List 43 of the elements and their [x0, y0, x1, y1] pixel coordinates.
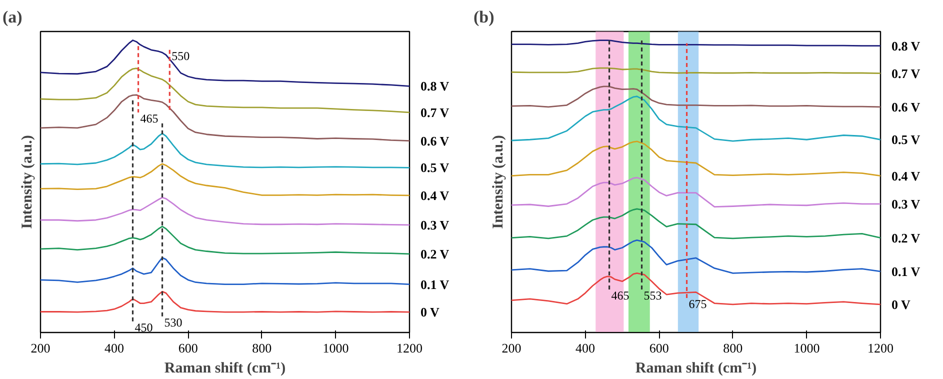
- annotation: 465: [140, 111, 158, 126]
- annotation: 675: [688, 297, 707, 312]
- x-tick-label: 200: [30, 340, 50, 356]
- series-label: 0.4 V: [892, 168, 921, 184]
- series-label: 0.2 V: [420, 246, 450, 262]
- x-tick-label: 200: [502, 340, 522, 356]
- series-label: 0.7 V: [420, 104, 450, 120]
- series-label: 0.8 V: [892, 38, 921, 54]
- y-axis-title: Intensity (a.u.): [490, 135, 506, 229]
- series-label: 0.6 V: [420, 133, 450, 148]
- x-axis-title: Raman shift (cm⁻¹): [164, 360, 286, 376]
- series-label: 0.6 V: [892, 99, 921, 114]
- annotation: 553: [644, 288, 662, 303]
- chart-title: (a): [2, 8, 22, 26]
- x-tick-label: 1000: [794, 340, 820, 356]
- series-label: 0.5 V: [420, 160, 450, 176]
- annotation: 550: [172, 48, 190, 63]
- series-label: 0.2 V: [892, 230, 921, 246]
- x-tick-label: 1000: [322, 340, 349, 356]
- chart-title: (b): [474, 8, 494, 26]
- annotation: 450: [134, 320, 153, 334]
- series-label: 0.3 V: [892, 196, 921, 212]
- y-axis-title: Intensity (a.u.): [20, 135, 36, 229]
- x-tick-label: 1200: [396, 340, 422, 356]
- x-tick-label: 1200: [868, 340, 894, 356]
- x-tick-label: 600: [178, 340, 198, 356]
- x-tick-label: 800: [723, 340, 743, 356]
- series-label: 0.7 V: [892, 66, 921, 81]
- x-tick-label: 600: [649, 340, 669, 356]
- series-label: 0.4 V: [420, 188, 450, 203]
- series-label: 0.1 V: [420, 276, 450, 292]
- annotation: 465: [611, 288, 630, 303]
- x-tick-label: 400: [104, 340, 124, 356]
- x-tick-label: 800: [252, 340, 272, 356]
- series-label: 0.1 V: [892, 264, 921, 279]
- annotation: 530: [164, 315, 182, 330]
- x-tick-label: 400: [576, 340, 596, 356]
- series-label: 0 V: [420, 304, 440, 320]
- series-label: 0.5 V: [892, 132, 921, 148]
- x-axis-title: Raman shift (cm⁻¹): [635, 360, 757, 376]
- series-label: 0.8 V: [420, 78, 450, 94]
- series-label: 0.3 V: [420, 217, 450, 232]
- series-label: 0 V: [892, 296, 912, 312]
